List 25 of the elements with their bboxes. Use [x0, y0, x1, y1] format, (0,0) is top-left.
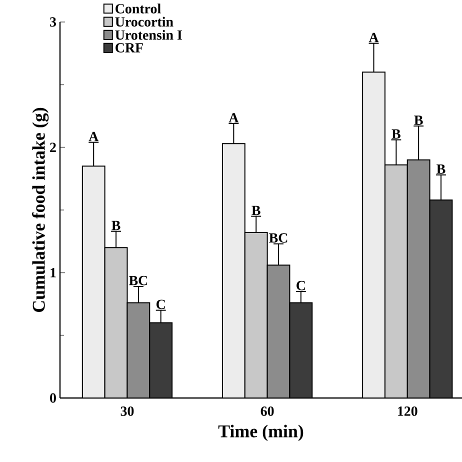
x-tick-label: 120 — [398, 406, 418, 416]
legend-label: CRF — [116, 43, 143, 52]
y-axis-title: Cumulative food intake (g) — [32, 108, 49, 312]
data-label: B — [436, 164, 446, 174]
y-tick-label: 3 — [50, 17, 56, 27]
y-tick-label: 2 — [50, 142, 56, 152]
data-label: BC — [269, 233, 288, 243]
legend-label: Urotensin I — [115, 30, 182, 40]
y-tick-label: 1 — [50, 268, 56, 278]
data-label: B — [392, 129, 400, 139]
data-label: A — [368, 32, 379, 42]
x-axis-title: Time (min) — [218, 424, 304, 441]
y-tick-label: 0 — [50, 393, 56, 403]
x-tick-label: 30 — [120, 406, 134, 416]
legend-label: Urocortin — [115, 16, 174, 27]
data-label: B — [414, 116, 423, 125]
data-label: B — [112, 220, 120, 230]
data-label: C — [156, 300, 165, 310]
legend-label: Control — [116, 4, 161, 14]
data-label: A — [88, 132, 99, 142]
data-label: C — [296, 280, 305, 290]
data-label: B — [252, 206, 260, 216]
data-label: A — [228, 113, 239, 122]
data-label: BC — [128, 276, 148, 286]
x-tick-label: 60 — [260, 406, 274, 416]
